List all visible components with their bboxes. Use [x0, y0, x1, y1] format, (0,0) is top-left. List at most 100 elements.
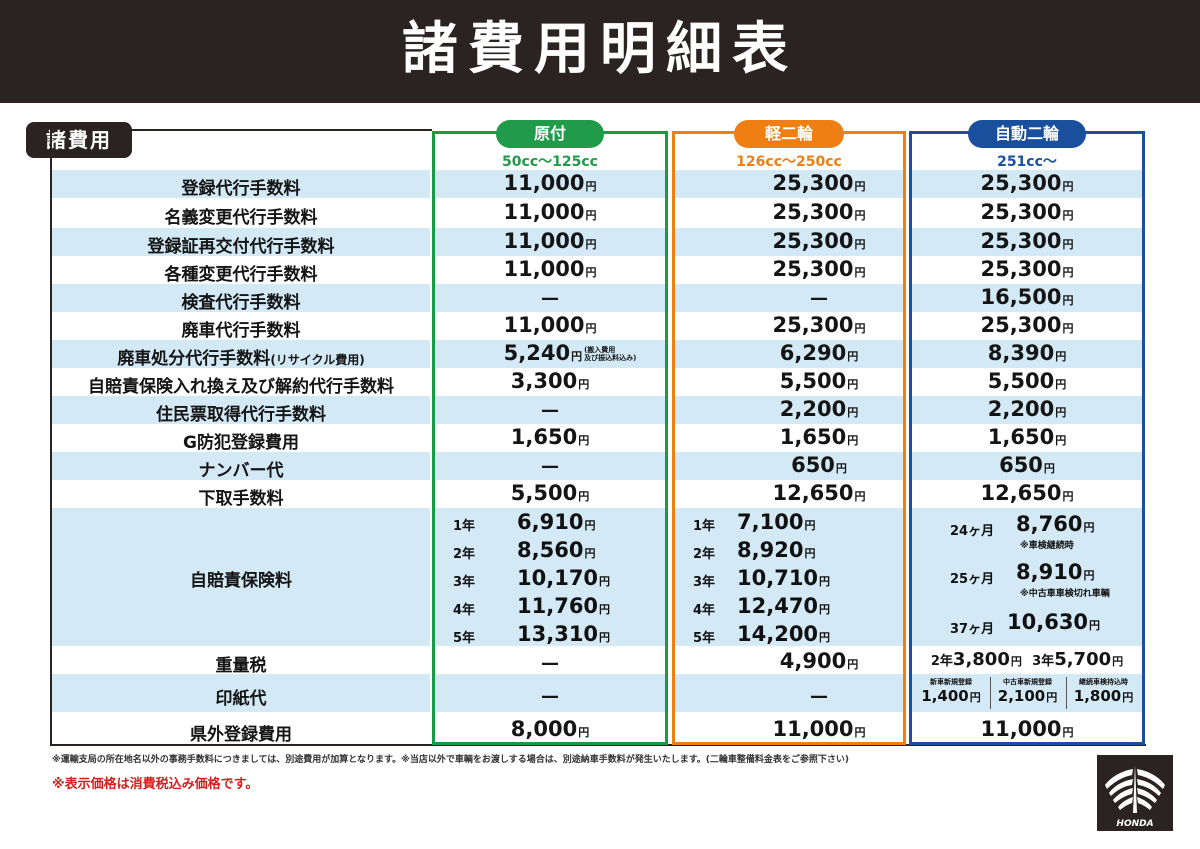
svg-text:HONDA: HONDA [1116, 819, 1153, 829]
row-stripe [912, 199, 1142, 227]
yen-unit: 円 [1046, 691, 1058, 704]
yen-unit: 円 [819, 603, 831, 616]
row-stripe [912, 340, 1142, 368]
row-stripe [435, 312, 665, 340]
fee-amount: 25,300 [980, 257, 1062, 281]
row-label: G防犯登録費用 [52, 428, 430, 453]
row-stripe [675, 396, 903, 424]
yen-unit: 円 [585, 209, 597, 222]
row-stripe [52, 396, 430, 424]
row-label-text: 廃車処分代行手数料 [117, 349, 271, 369]
row-stripe [52, 368, 430, 396]
row-stripe [52, 228, 430, 256]
row-label-text: 廃車代行手数料 [181, 321, 301, 341]
stamp-subcell-value: 1,800円 [1067, 687, 1140, 705]
row-stripe [435, 256, 665, 284]
section-badge: 諸費用 [26, 122, 132, 158]
row-stripe [435, 340, 665, 368]
row-label-text: 名義変更代行手数料 [164, 208, 318, 228]
yen-unit: 円 [835, 462, 847, 475]
fee-value: 1,650円 [435, 425, 665, 449]
yen-unit: 円 [847, 434, 859, 447]
row-stripe [52, 508, 430, 646]
yen-unit: 円 [1055, 350, 1067, 363]
jibaiseki-amount: 7,100 [737, 510, 804, 534]
row-label-text: 下取手数料 [198, 489, 284, 509]
yen-unit: 円 [1062, 180, 1074, 193]
row-label-sub: (リサイクル費用) [270, 353, 365, 367]
yen-unit: 円 [1062, 322, 1074, 335]
row-label-text: 自賠責保険入れ換え及び解約代行手数料 [88, 377, 394, 397]
fee-value: 11,000円 [435, 200, 665, 224]
yen-unit: 円 [585, 266, 597, 279]
row-stripe [675, 256, 903, 284]
stamp-amount: 2,100 [997, 687, 1046, 705]
fee-note: (搬入費用 及び振込料込み) [584, 346, 637, 362]
fee-amount: 11,000 [503, 257, 585, 281]
stamp-subcell: 中古車新規登録 2,100円 [990, 677, 1064, 709]
row-stripe [912, 256, 1142, 284]
jibaiseki-amount: 8,560 [517, 538, 584, 562]
row-stripe [675, 674, 903, 712]
fee-amount: 650 [999, 453, 1043, 477]
stamp-subcell-head: 継続車検持込時 [1079, 678, 1128, 686]
column-header-keinirin: 軽二輪 [734, 120, 844, 148]
row-stripe [52, 480, 430, 508]
fee-amount: 1,650 [510, 425, 578, 449]
yen-unit: 円 [854, 180, 866, 193]
footer-note: ※運輸支局の所在地名以外の事務手数料につきましては、別途費用が加算となります。※… [52, 755, 850, 765]
honda-wing-icon: HONDA [1105, 765, 1165, 829]
outside-gentsuki: 8,000円 [510, 717, 590, 741]
row-label: 登録代行手数料 [52, 174, 430, 199]
row-label: 廃車代行手数料 [52, 316, 430, 341]
yen-unit: 円 [819, 575, 831, 588]
row-stripe [435, 674, 665, 712]
fee-value: 25,300円 [912, 257, 1142, 281]
fee-amount: 5,500 [987, 369, 1055, 393]
jibaiseki-value: 13,310円 [517, 622, 610, 646]
yen-unit: 円 [1055, 378, 1067, 391]
fee-amount: 25,300 [772, 200, 854, 224]
stamp-subcell: 継続車検持込時 1,800円 [1066, 677, 1140, 709]
frame-top-line [130, 129, 432, 131]
jibaiseki-year: 2年 [693, 547, 716, 562]
fee-value: 5,500円 [912, 369, 1142, 393]
jibaiseki-value: 8,920円 [737, 538, 815, 562]
yen-unit: 円 [584, 547, 596, 560]
fee-amount: 25,300 [772, 171, 854, 195]
cc-range-gentsuki: 50cc〜125cc [502, 154, 598, 170]
row-label-text: 住民票取得代行手数料 [156, 405, 326, 425]
fee-amount: — [810, 288, 828, 309]
fee-value: 5,240円 (搬入費用 及び振込料込み) [455, 341, 685, 365]
outside-keinirin: 11,000円 [772, 717, 866, 741]
fee-value: 11,000円 [435, 171, 665, 195]
fee-value: 2,200円 [675, 397, 903, 421]
jibaiseki-amount: 10,630 [1007, 610, 1089, 634]
row-label: 廃車処分代行手数料(リサイクル費用) [52, 344, 430, 369]
yen-unit: 円 [1122, 691, 1134, 704]
row-label: 各種変更代行手数料 [52, 260, 430, 285]
yen-unit: 円 [854, 490, 866, 503]
fee-value: 12,650円 [675, 481, 903, 505]
cc-range-jidonirin: 251cc〜 [997, 154, 1057, 170]
jibaiseki-year: 2年 [453, 547, 476, 562]
fee-value: — [675, 285, 903, 309]
fee-value: 5,500円 [675, 369, 903, 393]
fee-value: 650円 [912, 453, 1142, 477]
yen-unit: 円 [599, 631, 611, 644]
yen-unit: 円 [578, 490, 590, 503]
title-bar [0, 0, 1200, 103]
jibaiseki-term: 24ヶ月 [950, 524, 995, 539]
fee-amount: 25,300 [980, 229, 1062, 253]
column-header-jidonirin: 自動二輪 [968, 120, 1086, 148]
row-label: 検査代行手数料 [52, 288, 430, 313]
fee-value: 25,300円 [675, 257, 903, 281]
row-label-stamp: 印紙代 [215, 689, 267, 709]
jibaiseki-amount: 11,760 [517, 594, 599, 618]
yen-unit: 円 [819, 631, 831, 644]
row-stripe [912, 424, 1142, 452]
jibaiseki-value: 10,710円 [737, 566, 830, 590]
row-stripe [435, 452, 665, 480]
column-header-gentsuki: 原付 [496, 120, 604, 148]
fee-amount: 5,500 [510, 481, 578, 505]
